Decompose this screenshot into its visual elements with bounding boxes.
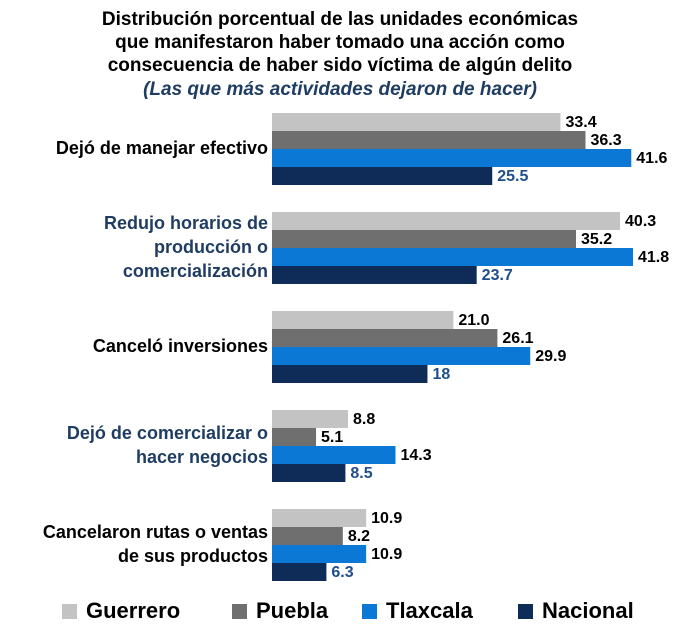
bar	[272, 509, 367, 527]
value-label: 36.3	[591, 132, 622, 149]
value-label: 18	[432, 366, 450, 383]
bar	[272, 563, 327, 581]
bar	[272, 113, 561, 131]
bar	[272, 329, 498, 347]
bar	[272, 527, 343, 545]
value-label: 41.6	[636, 150, 667, 167]
category-label: Dejó de manejar efectivo	[56, 138, 268, 158]
category-label: Canceló inversiones	[93, 336, 268, 356]
category-label: de sus productos	[118, 546, 268, 566]
bar	[272, 266, 477, 284]
category-label: producción o	[154, 237, 268, 257]
chart-title: consecuencia de haber sido víctima de al…	[108, 55, 573, 76]
legend-label: Guerrero	[86, 598, 180, 623]
bar	[272, 149, 632, 167]
bar	[272, 311, 454, 329]
bar	[272, 131, 586, 149]
chart-subtitle: (Las que más actividades dejaron de hace…	[143, 79, 537, 100]
value-label: 25.5	[497, 168, 528, 185]
legend-swatch	[62, 604, 77, 619]
value-label: 21.0	[458, 312, 489, 329]
category-label: Cancelaron rutas o ventas	[43, 522, 268, 542]
category-label: hacer negocios	[136, 447, 268, 467]
bar	[272, 464, 346, 482]
bar	[272, 446, 396, 464]
legend-label: Tlaxcala	[386, 598, 474, 623]
bar	[272, 410, 348, 428]
value-label: 8.5	[350, 465, 372, 482]
legend-swatch	[232, 604, 247, 619]
value-label: 8.2	[348, 528, 370, 545]
value-label: 26.1	[502, 330, 533, 347]
chart-title: que manifestaron haber tomado una acción…	[115, 32, 565, 53]
bar	[272, 167, 493, 185]
value-label: 14.3	[401, 447, 432, 464]
bar	[272, 347, 531, 365]
value-label: 33.4	[565, 114, 596, 131]
value-label: 8.8	[353, 411, 375, 428]
value-label: 40.3	[625, 213, 656, 230]
value-label: 41.8	[638, 249, 669, 266]
category-label: comercialización	[123, 261, 268, 281]
legend-label: Nacional	[542, 598, 634, 623]
value-label: 6.3	[331, 564, 353, 581]
bar	[272, 428, 317, 446]
value-label: 10.9	[371, 546, 402, 563]
value-label: 29.9	[535, 348, 566, 365]
value-label: 35.2	[581, 231, 612, 248]
legend-swatch	[362, 604, 377, 619]
value-label: 10.9	[371, 510, 402, 527]
chart-title: Distribución porcentual de las unidades …	[102, 9, 578, 30]
bar	[272, 545, 367, 563]
bar	[272, 230, 576, 248]
category-label: Dejó de comercializar o	[67, 423, 268, 443]
legend-swatch	[518, 604, 533, 619]
legend-label: Puebla	[256, 598, 329, 623]
value-label: 23.7	[482, 267, 513, 284]
category-label: Redujo horarios de	[104, 213, 268, 233]
bar	[272, 248, 633, 266]
bar	[272, 212, 621, 230]
bar	[272, 365, 428, 383]
value-label: 5.1	[321, 429, 343, 446]
